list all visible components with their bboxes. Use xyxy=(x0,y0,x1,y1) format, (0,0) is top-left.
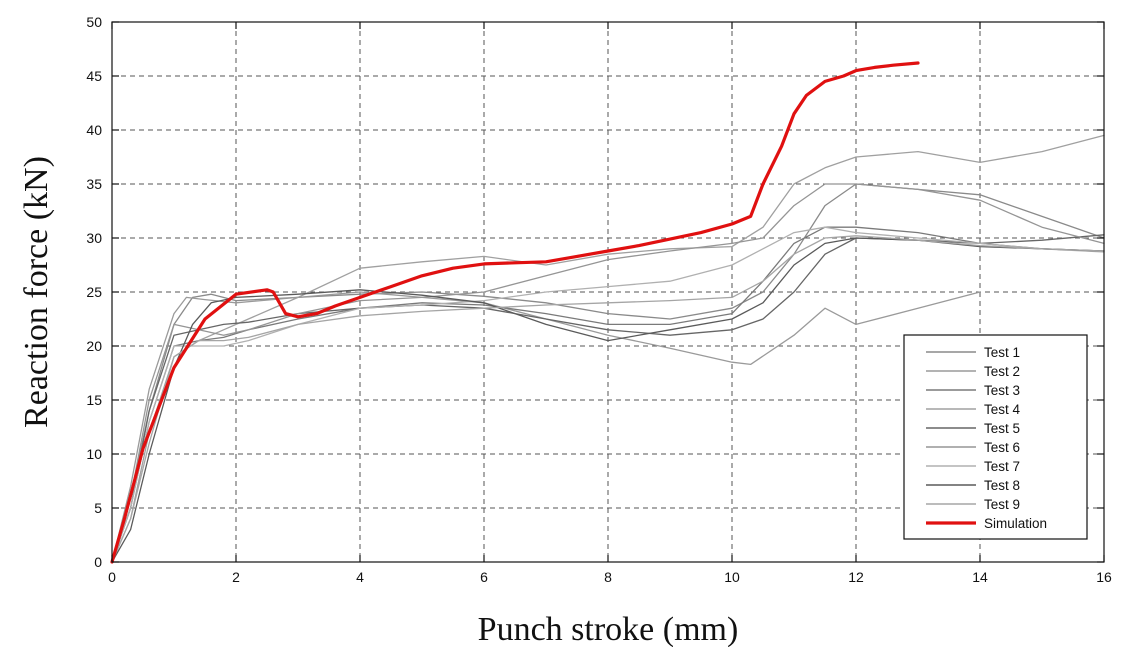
y-tick-label: 5 xyxy=(94,500,102,516)
legend: Test 1 Test 2 Test 3 Test 4 Test 5 Test 6 Test… xyxy=(903,334,1088,540)
x-tick-label: 12 xyxy=(848,569,864,585)
y-tick-label: 25 xyxy=(86,284,102,300)
x-axis-title: Punch stroke (mm) xyxy=(478,611,739,647)
y-tick-label: 15 xyxy=(86,392,102,408)
legend-label: Test 9 xyxy=(984,497,1020,512)
legend-label: Test 1 xyxy=(984,345,1020,360)
x-tick-label: 16 xyxy=(1096,569,1112,585)
y-tick-label: 20 xyxy=(86,338,102,354)
legend-label: Simulation xyxy=(984,516,1047,531)
x-tick-label: 4 xyxy=(356,569,364,585)
y-tick-label: 30 xyxy=(86,230,102,246)
y-tick-label: 50 xyxy=(86,14,102,30)
y-tick-label: 40 xyxy=(86,122,102,138)
series-group xyxy=(110,61,1105,564)
y-tick-label: 45 xyxy=(86,68,102,84)
y-tick-label: 35 xyxy=(86,176,102,192)
y-tick-label: 10 xyxy=(86,446,102,462)
legend-box xyxy=(903,334,1088,540)
x-tick-label: 2 xyxy=(232,569,240,585)
legend-label: Test 3 xyxy=(984,383,1020,398)
x-tick-label: 10 xyxy=(724,569,740,585)
legend-label: Test 4 xyxy=(984,402,1021,417)
series-line-simulation xyxy=(110,61,920,564)
y-axis-title: Reaction force (kN) xyxy=(18,156,55,428)
x-tick-label: 0 xyxy=(108,569,116,585)
x-tick-label: 6 xyxy=(480,569,488,585)
grid xyxy=(112,22,1104,562)
legend-label: Test 5 xyxy=(984,421,1020,436)
legend-label: Test 2 xyxy=(984,364,1020,379)
legend-label: Test 8 xyxy=(984,478,1020,493)
x-tick-label: 14 xyxy=(972,569,988,585)
legend-label: Test 6 xyxy=(984,440,1020,455)
y-tick-label: 0 xyxy=(94,554,102,570)
series-line-test-2 xyxy=(111,291,981,563)
series-line-test-8 xyxy=(111,237,1105,563)
series-line-test-9 xyxy=(111,235,1105,563)
x-tick-label: 8 xyxy=(604,569,612,585)
legend-label: Test 7 xyxy=(984,459,1020,474)
axis-ticks: 0 2 4 6 8 10 12 14 16 0 5 10 15 20 25 30 35 40 45 50 xyxy=(86,14,1112,585)
